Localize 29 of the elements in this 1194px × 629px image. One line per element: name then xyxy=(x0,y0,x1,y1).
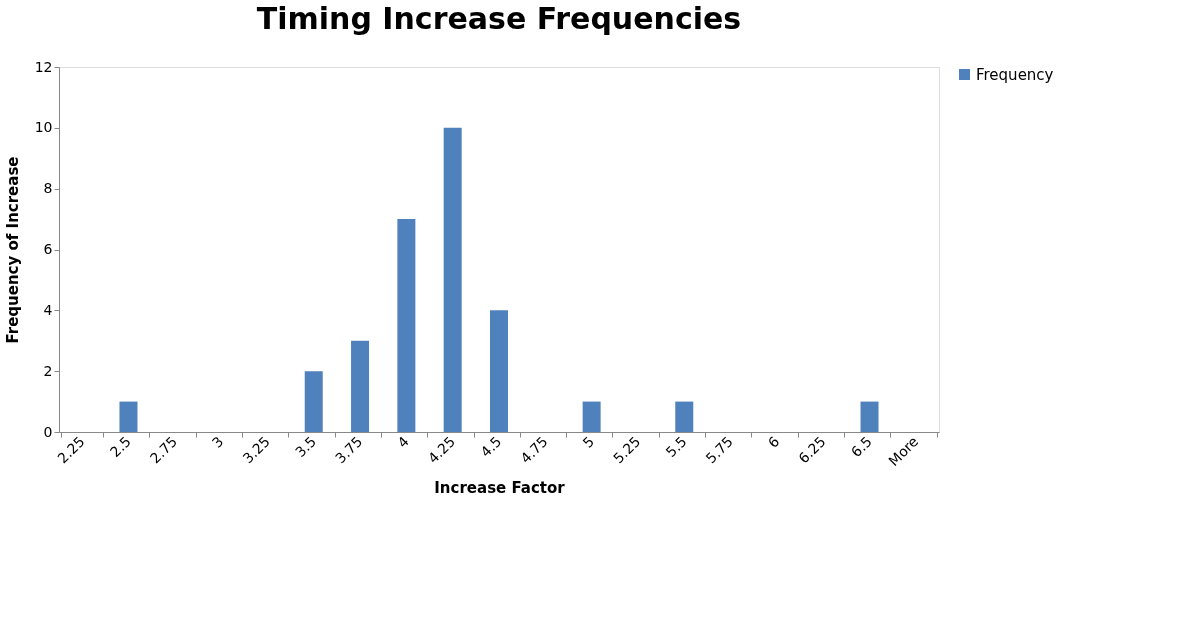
x-tick-label: 6.5 xyxy=(847,433,875,461)
x-tick-label: 4 xyxy=(394,433,412,451)
x-tick-label: 4.5 xyxy=(477,433,505,461)
y-tick-label: 8 xyxy=(43,180,53,197)
y-tick-label: 10 xyxy=(34,119,53,136)
bar xyxy=(304,371,323,432)
bar xyxy=(490,310,508,432)
x-tick-label: 2.5 xyxy=(106,433,134,461)
y-axis-title: Frequency of Increase xyxy=(3,156,22,344)
x-tick-label: 5.5 xyxy=(662,433,690,461)
y-tick-label: 4 xyxy=(43,301,53,318)
y-tick-label: 12 xyxy=(34,58,53,75)
bar xyxy=(397,219,416,432)
legend-label: Frequency xyxy=(976,65,1054,84)
x-tick-label: 6 xyxy=(764,433,783,451)
x-tick-label: 5 xyxy=(579,433,598,451)
x-tick-label: 3.5 xyxy=(292,433,320,461)
bar xyxy=(582,401,601,432)
bar xyxy=(860,401,879,432)
chart-title: Timing Increase Frequencies xyxy=(256,1,742,36)
x-axis-title: Increase Factor xyxy=(434,478,566,497)
y-tick-label: 6 xyxy=(43,241,53,257)
bar xyxy=(119,401,138,432)
y-tick-label: 0 xyxy=(43,423,53,440)
bar xyxy=(443,127,462,432)
x-tick-label: 3 xyxy=(208,433,227,451)
bar xyxy=(351,340,370,432)
bar xyxy=(675,401,694,432)
y-tick-label: 2 xyxy=(43,362,53,379)
